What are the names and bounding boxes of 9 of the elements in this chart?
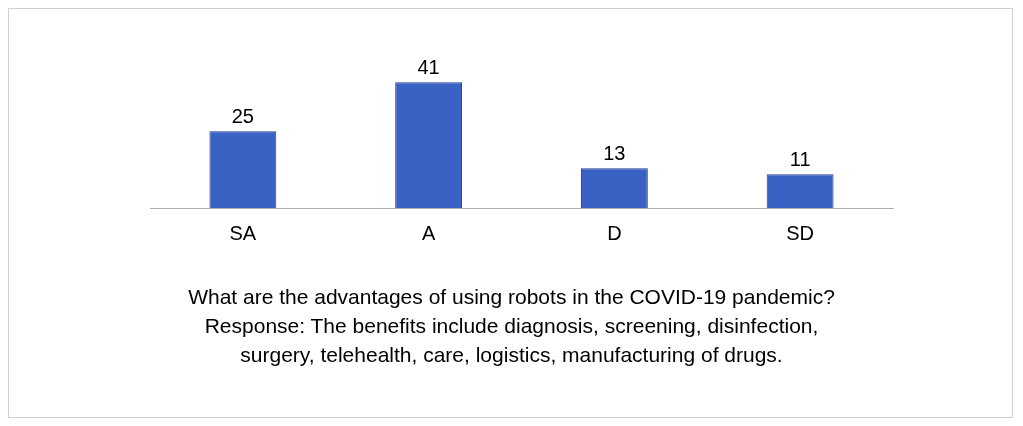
x-axis-title: What are the advantages of using robots in the COVID-19 pandemic? Response: The benefits include diagnosis, screening, disinfection, surgery, telehealth, care, logistics, manufacturing of drugs. — [187, 284, 836, 368]
data-label: 13 — [603, 141, 626, 164]
x-tick-label: A — [421, 221, 436, 244]
x-tick-label: SA — [229, 221, 257, 244]
data-label: 41 — [417, 55, 440, 78]
x-tick-label: D — [607, 221, 622, 244]
data-label: 11 — [789, 147, 811, 170]
data-label: 25 — [231, 104, 254, 127]
x-tick-label: SD — [786, 221, 815, 244]
